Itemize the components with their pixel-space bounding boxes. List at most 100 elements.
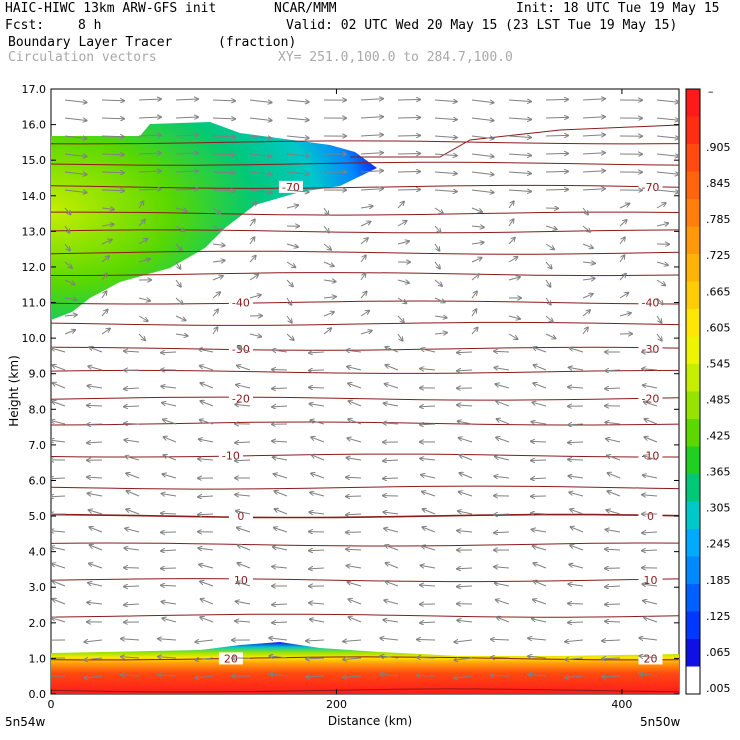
vector-arrow xyxy=(495,368,510,370)
vector-arrow xyxy=(306,658,325,659)
vector-arrow xyxy=(198,548,214,550)
vector-arrow xyxy=(360,292,367,299)
vector-arrow xyxy=(471,171,494,175)
vector-arrow xyxy=(421,565,436,568)
y-tick-label: 17.0 xyxy=(22,83,47,96)
vector-arrow xyxy=(531,460,547,461)
vector-arrow xyxy=(238,563,251,569)
vector-arrow xyxy=(64,207,71,214)
vector-arrow xyxy=(619,220,627,227)
vector-arrow xyxy=(569,367,584,370)
colorbar-label: .065 xyxy=(706,646,731,659)
vector-arrow xyxy=(121,639,140,640)
vector-arrow xyxy=(531,513,547,514)
vector-arrow xyxy=(508,190,531,192)
vector-arrow xyxy=(545,261,552,268)
vector-arrow xyxy=(101,291,106,299)
vector-arrow xyxy=(570,509,584,515)
vector-arrow xyxy=(200,420,214,425)
vector-arrow xyxy=(161,568,177,569)
x-left-endpoint: 5n54w xyxy=(5,715,46,729)
vector-arrow xyxy=(642,550,658,551)
vector-arrow xyxy=(605,621,621,622)
contour-label-bg xyxy=(228,296,253,309)
vector-arrow xyxy=(495,384,510,389)
vector-arrow xyxy=(460,473,473,479)
vector-arrow xyxy=(175,117,198,118)
vector-arrow xyxy=(533,563,547,569)
vector-arrow xyxy=(201,401,214,407)
vector-arrow xyxy=(582,207,588,215)
y-tick-label: 13.0 xyxy=(22,225,47,238)
vector-arrow xyxy=(656,118,679,120)
upper-tracer-plume xyxy=(51,122,377,320)
vector-arrow xyxy=(533,546,547,551)
vector-arrow xyxy=(286,118,309,120)
vector-arrow xyxy=(645,437,658,443)
temperature-contour-line xyxy=(51,396,679,401)
vector-arrow xyxy=(643,601,658,605)
vector-arrow xyxy=(497,419,510,425)
colorbar-label: .185 xyxy=(706,574,731,587)
vector-arrow xyxy=(88,366,103,371)
vector-arrow xyxy=(528,638,547,640)
vector-arrow xyxy=(422,492,436,497)
overlay-name: Circulation vectors xyxy=(8,50,157,65)
vector-arrow xyxy=(545,297,551,305)
field-unit: (fraction) xyxy=(218,35,297,50)
vector-arrow xyxy=(545,225,557,229)
vector-arrow xyxy=(495,583,510,587)
vector-arrow xyxy=(249,256,256,263)
vector-arrow xyxy=(434,279,442,286)
vector-arrow xyxy=(531,441,547,442)
vector-arrow xyxy=(471,258,482,263)
vector-arrow xyxy=(533,383,547,389)
temperature-contour-line xyxy=(51,161,679,166)
vector-arrow xyxy=(434,225,441,232)
vector-arrow xyxy=(212,207,220,214)
vector-arrow xyxy=(532,422,547,424)
vector-arrow xyxy=(508,219,514,227)
vector-arrow xyxy=(138,99,161,100)
vector-arrow xyxy=(348,599,362,605)
vector-arrow xyxy=(645,419,658,425)
vector-arrow xyxy=(343,658,362,660)
temperature-contour-line xyxy=(51,229,679,234)
vector-arrow xyxy=(619,274,626,281)
vector-arrow xyxy=(249,275,258,281)
vector-arrow xyxy=(52,348,66,353)
vector-arrow xyxy=(565,640,584,642)
contour-label: -20 xyxy=(232,393,250,406)
vector-arrow xyxy=(642,369,658,370)
contour-label: 20 xyxy=(224,652,238,665)
vector-arrow xyxy=(89,510,103,515)
vector-arrow xyxy=(385,581,399,587)
vector-arrow xyxy=(386,365,399,371)
vector-arrow xyxy=(380,674,399,676)
vector-arrow xyxy=(457,352,473,353)
vector-arrow xyxy=(508,154,531,156)
vector-arrow xyxy=(195,640,214,642)
vector-arrow xyxy=(249,202,257,209)
vector-arrow xyxy=(568,476,584,478)
vector-arrow xyxy=(454,640,473,642)
vector-arrow xyxy=(237,582,251,587)
vector-arrow xyxy=(508,333,518,339)
vector-arrow xyxy=(272,388,288,389)
vector-arrow xyxy=(310,619,325,623)
vector-arrow xyxy=(508,100,531,102)
vector-arrow xyxy=(434,333,447,334)
vector-arrow xyxy=(565,676,584,678)
vector-arrow xyxy=(235,442,251,443)
vector-arrow xyxy=(360,99,383,100)
colorbar-swatch xyxy=(686,501,700,530)
vector-arrow xyxy=(51,547,66,551)
vector-arrow xyxy=(508,118,531,120)
vector-arrow xyxy=(124,423,140,424)
vector-arrow xyxy=(158,657,177,658)
vector-arrow xyxy=(642,495,658,496)
vector-arrow xyxy=(582,262,595,263)
vector-arrow xyxy=(195,676,214,678)
vector-arrow xyxy=(386,563,399,569)
vector-arrow xyxy=(64,243,70,251)
